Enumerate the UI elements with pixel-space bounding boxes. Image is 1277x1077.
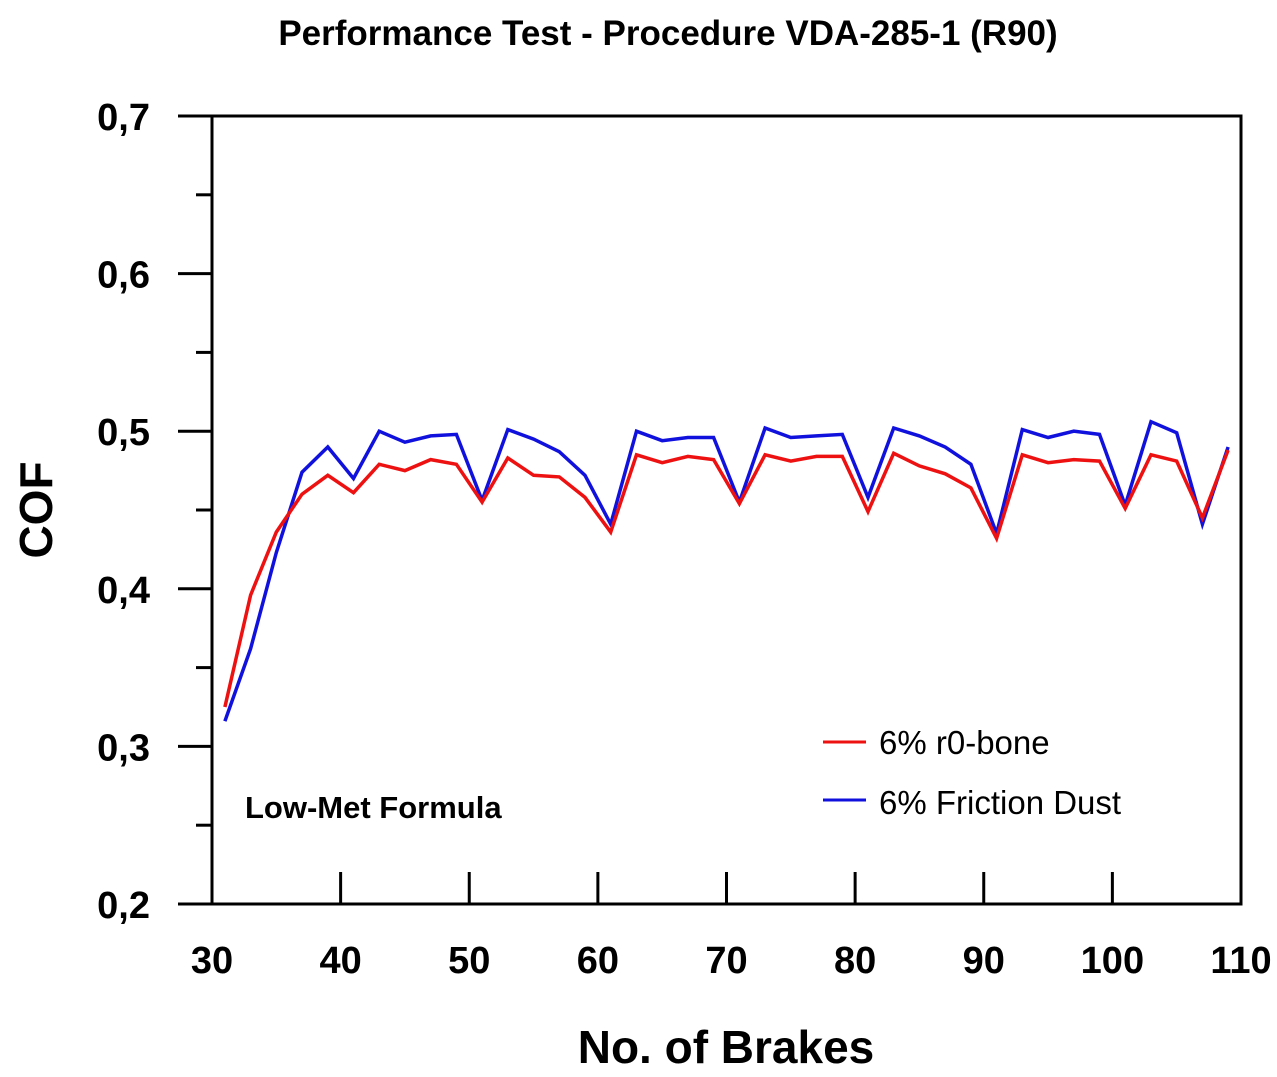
x-tick-label: 90 [963,940,1005,982]
x-tick-label: 80 [834,940,876,982]
x-tick-label: 100 [1081,940,1144,982]
y-axis: 0,2 0,3 0,4 0,5 0,6 0,7 [97,97,212,927]
y-tick-label: 0,7 [97,97,150,139]
x-axis-label: No. of Brakes [578,1021,875,1073]
x-tick-label: 60 [577,940,619,982]
y-tick-label: 0,2 [97,885,150,927]
x-tick-label: 40 [319,940,361,982]
x-tick-label: 50 [448,940,490,982]
formula-annotation: Low-Met Formula [245,790,502,825]
series-lines [223,419,1230,722]
legend: 6% r0-bone 6% Friction Dust [823,724,1121,821]
legend-label-r0-bone: 6% r0-bone [879,724,1050,761]
chart-title: Performance Test - Procedure VDA-285-1 (… [278,14,1057,53]
y-tick-label: 0,6 [97,255,150,297]
x-tick-label: 110 [1210,940,1271,982]
x-axis: 30 40 50 60 70 80 90 100 110 [191,872,1272,982]
y-tick-label: 0,4 [97,570,150,612]
legend-label-friction-dust: 6% Friction Dust [879,784,1121,821]
x-tick-label: 70 [705,940,747,982]
y-tick-label: 0,3 [97,727,150,769]
x-tick-label: 30 [191,940,233,982]
series-line-friction-dust [223,419,1230,722]
series-line-r0-bone [223,449,1230,708]
y-axis-label: COF [10,461,62,558]
y-tick-label: 0,5 [97,412,150,454]
